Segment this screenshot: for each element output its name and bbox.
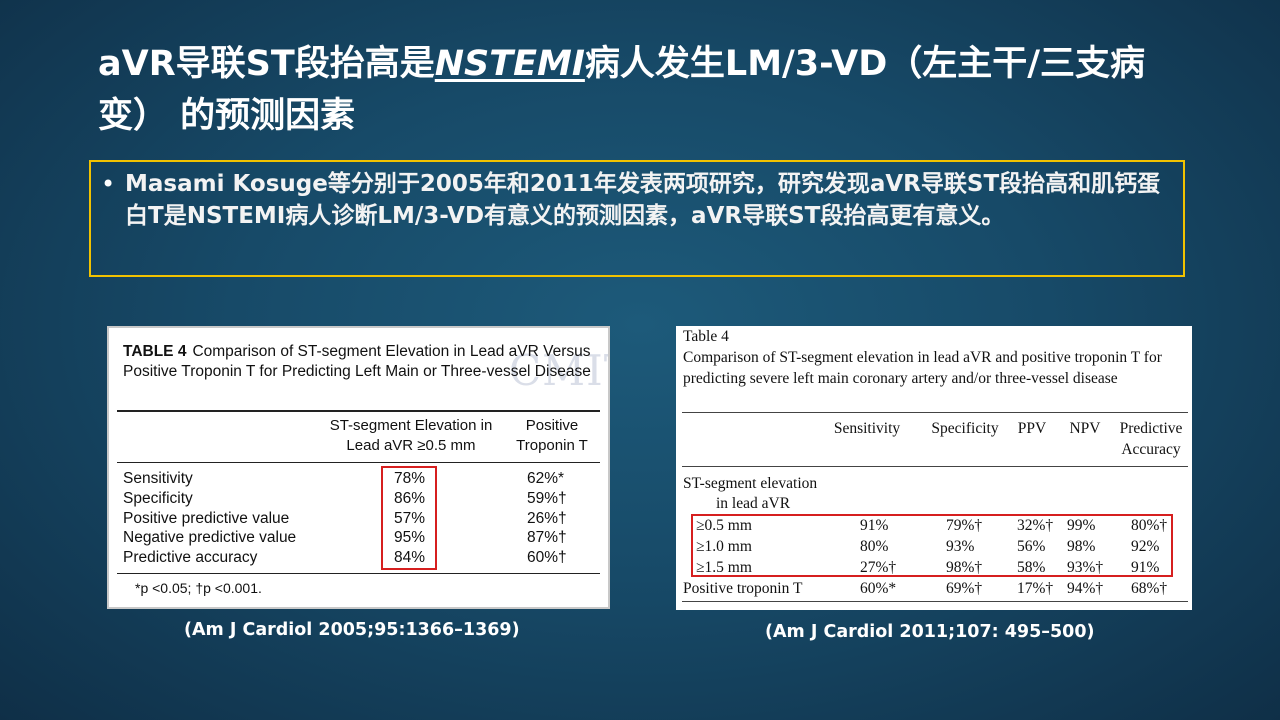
table1-row-value-troponin: 62%* — [527, 470, 565, 487]
bullet-dot-icon: • — [101, 170, 116, 198]
table1-row-value-avr: 95% — [393, 529, 425, 547]
table2-top-rule — [682, 412, 1188, 413]
bullet-text: Masami Kosuge等分别于2005年和2011年发表两项研究，研究发现a… — [125, 171, 1161, 229]
table2-cell: 17%† — [1017, 580, 1054, 597]
table2-row-label: Positive troponin T — [683, 580, 803, 597]
table2-cell: 32%† — [1017, 517, 1054, 534]
bullet-item: • Masami Kosuge等分别于2005年和2011年发表两项研究，研究发… — [101, 168, 1175, 232]
table2-cell: 91% — [1131, 559, 1160, 576]
table1-row-value-avr: 78% — [393, 470, 425, 487]
table1-row-value-avr: 86% — [393, 489, 425, 507]
citation-right: (Am J Cardiol 2011;107: 495–500) — [765, 622, 1095, 642]
table1-col1-header: ST-segment Elevation in Lead aVR ≥0.5 mm — [329, 417, 493, 454]
bullet-box: • Masami Kosuge等分别于2005年和2011年发表两项研究，研究发… — [89, 160, 1185, 277]
table2-group-label: ST-segment elevation — [683, 475, 818, 492]
table-2011-image: Table 4 Comparison of ST-segment elevati… — [676, 326, 1192, 610]
table2-cell: 93% — [946, 538, 975, 555]
table2-cell: 98%† — [946, 559, 983, 576]
table2-bottom-rule — [682, 601, 1188, 602]
table2-cell: 69%† — [946, 580, 983, 597]
table2-row-label: ≥0.5 mm — [696, 517, 752, 534]
table2-group-sublabel: in lead aVR — [716, 495, 791, 512]
table2-cell: 80% — [860, 538, 889, 555]
highlight-box — [691, 514, 1173, 577]
table2-caption-text: Comparison of ST-segment elevation in le… — [683, 349, 1162, 387]
table1-footnote: *p <0.05; †p <0.001. — [135, 580, 262, 596]
title-emphasis: NSTEMI — [434, 44, 585, 84]
table2-col-header: NPV — [1069, 420, 1101, 437]
table2-cell: 27%† — [860, 559, 897, 576]
table2-row-label: ≥1.0 mm — [696, 538, 752, 555]
highlight-box — [381, 466, 437, 570]
table2-cell: 93%† — [1067, 559, 1104, 576]
title-part1: aVR导联ST段抬高是 — [98, 44, 435, 84]
table1-row-label: Sensitivity — [123, 470, 193, 487]
table1-row-label: Negative predictive value — [123, 529, 297, 547]
table1-header-rule — [117, 462, 600, 463]
table1-row-value-troponin: 60%† — [527, 549, 567, 567]
table2-cell: 92% — [1131, 538, 1160, 555]
table2-cell: 98% — [1067, 538, 1096, 555]
table1-label: TABLE 4 — [123, 343, 187, 360]
table2-label: Table 4 — [683, 328, 729, 345]
table1-row-label: Specificity — [123, 489, 193, 507]
table2-header-rule — [682, 466, 1188, 467]
table2-col-header: Sensitivity — [833, 420, 901, 437]
table1-row-label: Predictive accuracy — [123, 549, 258, 567]
table2-cell: 94%† — [1067, 580, 1104, 597]
table2-cell: 80%† — [1131, 517, 1168, 534]
table1-row-value-troponin: 26%† — [527, 509, 567, 527]
table1-caption: TABLE 4 Comparison of ST-segment Elevatio… — [123, 342, 593, 382]
table2-caption: Table 4 Comparison of ST-segment elevati… — [683, 326, 1188, 389]
table2-row-label: ≥1.5 mm — [696, 559, 752, 576]
table1-row-value-troponin: 87%† — [527, 529, 567, 547]
table1-caption-text: Comparison of ST-segment Elevation in Le… — [123, 343, 591, 380]
table1-row-label: Positive predictive value — [123, 509, 290, 527]
citation-left: (Am J Cardiol 2005;95:1366–1369) — [184, 620, 520, 640]
table2-cell: 60%* — [860, 580, 897, 597]
table2-cell: 58% — [1017, 559, 1046, 576]
table2-cell: 99% — [1067, 517, 1096, 534]
table2-cell: 68%† — [1131, 580, 1168, 597]
table2-cell: 91% — [860, 517, 889, 534]
table2-col-header: PPV — [1017, 420, 1047, 437]
table2-col-header: Predictive Accuracy — [1119, 420, 1183, 458]
table1-col2-header: Positive Troponin T — [516, 417, 588, 454]
table1-row-value-troponin: 59%† — [527, 489, 567, 507]
table1-bottom-rule — [117, 573, 600, 574]
title-part2: 病人发生LM/3-VD（左主干/三支病变） 的预测因素 — [98, 44, 1146, 136]
table2-col-header: Specificity — [931, 420, 999, 437]
table1-row-value-avr: 57% — [393, 509, 425, 527]
table1-top-rule — [117, 410, 600, 412]
table1-row-value-avr: 84% — [393, 549, 425, 567]
table2-cell: 56% — [1017, 538, 1046, 555]
slide-title: aVR导联ST段抬高是NSTEMI病人发生LM/3-VD（左主干/三支病变） 的… — [98, 38, 1198, 142]
table2-cell: 79%† — [946, 517, 983, 534]
